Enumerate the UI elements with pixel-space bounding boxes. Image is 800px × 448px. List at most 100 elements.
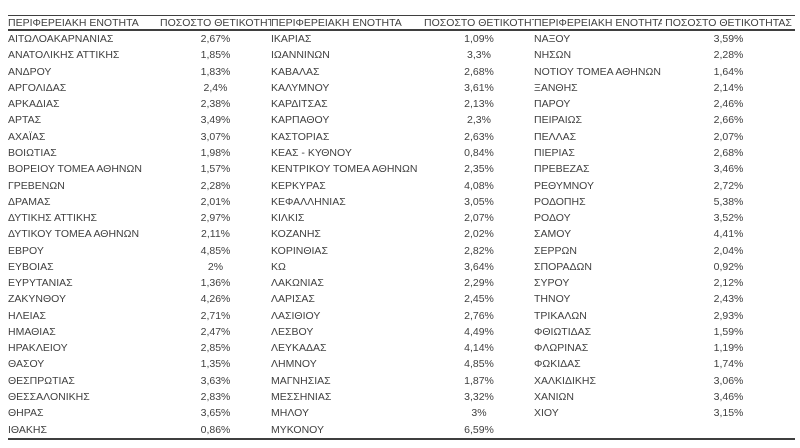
- positivity-cell: 5,38%: [713, 195, 744, 208]
- table-row: ΖΑΚΥΝΘΟΥ 4,26% ΛΑΡΙΣΑΣ 2,45% ΤΗΝΟΥ 2,43%: [8, 291, 795, 307]
- table-row: ΒΟΡΕΙΟΥ ΤΟΜΕΑ ΑΘΗΝΩΝ 1,57% ΚΕΝΤΡΙΚΟΥ ΤΟΜΕΑ…: [8, 161, 795, 177]
- positivity-cell: 3,05%: [464, 195, 494, 208]
- positivity-cell: 1,36%: [200, 277, 231, 290]
- region-cell: ΦΘΙΩΤΙΔΑΣ: [534, 325, 592, 338]
- region-cell: ΚΩ: [271, 260, 286, 273]
- region-cell: ΚΙΛΚΙΣ: [271, 212, 305, 225]
- positivity-cell: 1,64%: [713, 65, 744, 78]
- region-cell: ΑΡΚΑΔΙΑΣ: [8, 98, 60, 111]
- region-cell: ΚΑΡΠΑΘΟΥ: [271, 114, 330, 127]
- positivity-cell: 2,43%: [713, 293, 744, 306]
- positivity-cell: 2,12%: [713, 277, 744, 290]
- table-header-row: ΠΕΡΙΦΕΡΕΙΑΚΗ ΕΝΟΤΗΤΑ ΠΟΣΟΣΤΟ ΘΕΤΙΚΟΤΗΤΑΣ…: [8, 15, 795, 31]
- positivity-cell: 2,3%: [467, 114, 491, 127]
- positivity-cell: 6,59%: [464, 423, 494, 436]
- positivity-cell: 4,85%: [200, 244, 231, 257]
- region-cell: [534, 421, 662, 438]
- region-cell: ΒΟΡΕΙΟΥ ΤΟΜΕΑ ΑΘΗΝΩΝ: [8, 163, 142, 176]
- region-cell: ΝΑΞΟΥ: [534, 33, 571, 46]
- region-cell: ΜΑΓΝΗΣΙΑΣ: [271, 374, 331, 387]
- region-cell: ΤΡΙΚΑΛΩΝ: [534, 309, 587, 322]
- positivity-cell: 3%: [471, 407, 487, 420]
- positivity-cell: 3,61%: [464, 81, 494, 94]
- region-cell: ΣΠΟΡΑΔΩΝ: [534, 260, 592, 273]
- positivity-cell: 0,86%: [200, 423, 231, 436]
- table-row: ΗΜΑΘΙΑΣ 2,47% ΛΕΣΒΟΥ 4,49% ΦΘΙΩΤΙΔΑΣ 1,59%: [8, 324, 795, 340]
- region-cell: ΛΑΚΩΝΙΑΣ: [271, 277, 324, 290]
- table-row: ΕΒΡΟΥ 4,85% ΚΟΡΙΝΘΙΑΣ 2,82% ΣΕΡΡΩΝ 2,04%: [8, 242, 795, 258]
- positivity-cell: 1,57%: [200, 163, 231, 176]
- table-row: ΑΡΤΑΣ 3,49% ΚΑΡΠΑΘΟΥ 2,3% ΠΕΙΡΑΙΩΣ 2,66%: [8, 112, 795, 128]
- region-cell: ΚΟΖΑΝΗΣ: [271, 228, 321, 241]
- region-cell: ΘΕΣΣΑΛΟΝΙΚΗΣ: [8, 390, 90, 403]
- region-cell: ΕΥΒΟΙΑΣ: [8, 260, 54, 273]
- positivity-cell: 2,83%: [200, 390, 231, 403]
- positivity-cell: 4,85%: [464, 358, 494, 371]
- positivity-cell: 1,74%: [713, 358, 744, 371]
- positivity-cell: 3,59%: [713, 33, 744, 46]
- region-cell: ΜΥΚΟΝΟΥ: [271, 423, 325, 436]
- region-cell: ΑΝΑΤΟΛΙΚΗΣ ΑΤΤΙΚΗΣ: [8, 49, 120, 62]
- positivity-cell: 2,63%: [464, 130, 494, 143]
- table-row: ΔΡΑΜΑΣ 2,01% ΚΕΦΑΛΛΗΝΙΑΣ 3,05% ΡΟΔΟΠΗΣ 5,38%: [8, 194, 795, 210]
- table-row: ΑΝΔΡΟΥ 1,83% ΚΑΒΑΛΑΣ 2,68% ΝΟΤΙΟΥ ΤΟΜΕΑ ΑΘΗΝ…: [8, 64, 795, 80]
- positivity-cell: 2,11%: [201, 228, 230, 241]
- table-row: ΗΛΕΙΑΣ 2,71% ΛΑΣΙΘΙΟΥ 2,76% ΤΡΙΚΑΛΩΝ 2,93%: [8, 308, 795, 324]
- positivity-cell: 2,02%: [464, 228, 494, 241]
- positivity-cell: 1,19%: [713, 342, 744, 355]
- positivity-cell: 3,15%: [713, 407, 744, 420]
- positivity-cell: 2,47%: [200, 325, 231, 338]
- region-cell: ΘΕΣΠΡΩΤΙΑΣ: [8, 374, 75, 387]
- region-cell: ΝΗΣΩΝ: [534, 49, 572, 62]
- table-row: ΑΡΚΑΔΙΑΣ 2,38% ΚΑΡΔΙΤΣΑΣ 2,13% ΠΑΡΟΥ 2,46%: [8, 96, 795, 112]
- region-cell: ΓΡΕΒΕΝΩΝ: [8, 179, 65, 192]
- table-row: ΑΙΤΩΛΟΑΚΑΡΝΑΝΙΑΣ 2,67% ΙΚΑΡΙΑΣ 1,09% ΝΑΞΟΥ 3,…: [8, 30, 795, 47]
- positivity-cell: 1,83%: [200, 65, 231, 78]
- region-cell: ΑΙΤΩΛΟΑΚΑΡΝΑΝΙΑΣ: [8, 33, 114, 46]
- region-cell: ΛΑΡΙΣΑΣ: [271, 293, 315, 306]
- positivity-cell: 2,68%: [713, 146, 744, 159]
- region-cell: ΙΩΑΝΝΙΝΩΝ: [271, 49, 330, 62]
- region-cell: ΑΝΔΡΟΥ: [8, 65, 52, 78]
- positivity-cell: 0,92%: [713, 260, 744, 273]
- positivity-cell: 3,46%: [713, 390, 744, 403]
- positivity-cell: 1,59%: [713, 325, 744, 338]
- positivity-table: ΠΕΡΙΦΕΡΕΙΑΚΗ ΕΝΟΤΗΤΑ ΠΟΣΟΣΤΟ ΘΕΤΙΚΟΤΗΤΑΣ…: [8, 15, 795, 440]
- positivity-cell: 2,04%: [713, 244, 744, 257]
- region-cell: ΒΟΙΩΤΙΑΣ: [8, 146, 57, 159]
- region-cell: ΙΘΑΚΗΣ: [8, 423, 47, 436]
- header-region-1: ΠΕΡΙΦΕΡΕΙΑΚΗ ΕΝΟΤΗΤΑ: [8, 15, 160, 31]
- table-body: ΑΙΤΩΛΟΑΚΑΡΝΑΝΙΑΣ 2,67% ΙΚΑΡΙΑΣ 1,09% ΝΑΞΟΥ 3,…: [8, 30, 795, 439]
- table-row: ΑΡΓΟΛΙΔΑΣ 2,4% ΚΑΛΥΜΝΟΥ 3,61% ΞΑΝΘΗΣ 2,14%: [8, 80, 795, 96]
- region-cell: ΑΡΤΑΣ: [8, 114, 42, 127]
- positivity-cell: 2,66%: [713, 114, 744, 127]
- positivity-cell: 3,49%: [200, 114, 231, 127]
- table-row: ΘΕΣΠΡΩΤΙΑΣ 3,63% ΜΑΓΝΗΣΙΑΣ 1,87% ΧΑΛΚΙΔΙΚΗΣ 3…: [8, 373, 795, 389]
- positivity-cell: 2,71%: [200, 309, 231, 322]
- region-cell: ΦΛΩΡΙΝΑΣ: [534, 342, 589, 355]
- positivity-cell: [662, 421, 795, 438]
- positivity-cell: 3,06%: [713, 374, 744, 387]
- region-cell: ΙΚΑΡΙΑΣ: [271, 33, 312, 46]
- positivity-cell: 3,3%: [467, 49, 491, 62]
- region-cell: ΚΑΡΔΙΤΣΑΣ: [271, 98, 328, 111]
- positivity-cell: 2%: [207, 260, 224, 273]
- region-cell: ΧΑΝΙΩΝ: [534, 390, 574, 403]
- region-cell: ΑΡΓΟΛΙΔΑΣ: [8, 81, 67, 94]
- region-cell: ΚΑΣΤΟΡΙΑΣ: [271, 130, 330, 143]
- positivity-cell: 3,65%: [200, 407, 231, 420]
- positivity-cell: 2,35%: [464, 163, 494, 176]
- positivity-cell: 3,64%: [464, 260, 494, 273]
- table-row: ΘΑΣΟΥ 1,35% ΛΗΜΝΟΥ 4,85% ΦΩΚΙΔΑΣ 1,74%: [8, 356, 795, 372]
- positivity-cell: 2,14%: [713, 81, 744, 94]
- positivity-cell: 2,07%: [713, 130, 744, 143]
- table-row: ΘΗΡΑΣ 3,65% ΜΗΛΟΥ 3% ΧΙΟΥ 3,15%: [8, 405, 795, 421]
- region-cell: ΛΑΣΙΘΙΟΥ: [271, 309, 321, 322]
- region-cell: ΛΕΣΒΟΥ: [271, 325, 314, 338]
- region-cell: ΔΥΤΙΚΟΥ ΤΟΜΕΑ ΑΘΗΝΩΝ: [8, 228, 140, 241]
- region-cell: ΠΡΕΒΕΖΑΣ: [534, 163, 590, 176]
- positivity-cell: 2,76%: [464, 309, 494, 322]
- header-positivity-3: ΠΟΣΟΣΤΟ ΘΕΤΙΚΟΤΗΤΑΣ: [662, 15, 795, 31]
- region-cell: ΧΑΛΚΙΔΙΚΗΣ: [534, 374, 596, 387]
- positivity-cell: 4,14%: [464, 342, 494, 355]
